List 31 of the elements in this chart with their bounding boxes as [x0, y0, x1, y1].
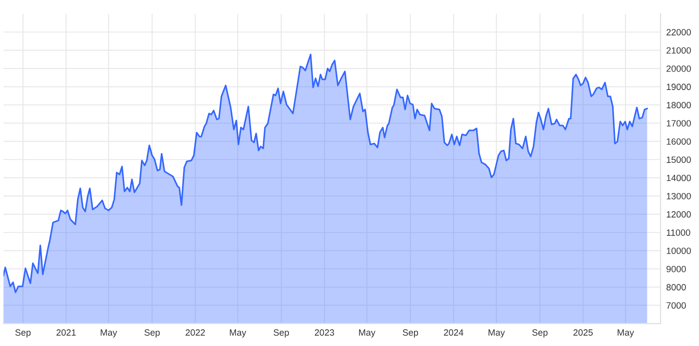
y-tick-label: 17000: [666, 120, 691, 126]
y-tick-label: 11000: [666, 229, 690, 236]
x-tick-label: Sep: [144, 329, 160, 338]
x-tick-label: Sep: [274, 329, 289, 338]
x-tick-label: 2024: [444, 329, 464, 336]
y-tick-label: 13000: [666, 192, 691, 200]
x-tick-label: May: [618, 329, 634, 338]
y-tick-label: 20000: [666, 65, 691, 72]
y-tick-label: 19000: [666, 84, 691, 90]
x-tick-label: Sep: [15, 329, 31, 338]
y-tick-label: 9000: [666, 266, 686, 272]
x-tick-label: Sep: [532, 329, 548, 338]
x-tick-label: May: [100, 329, 118, 338]
x-tick-label: 2021: [56, 329, 76, 336]
x-tick-label: May: [359, 329, 376, 338]
x-tick-label: Sep: [402, 329, 418, 338]
y-tick-label: 7000: [666, 302, 686, 309]
y-tick-label: 22000: [666, 29, 691, 36]
x-tick-label: 2023: [314, 329, 334, 336]
y-tick-label: 18000: [666, 102, 691, 108]
x-tick-label: 2025: [573, 329, 593, 336]
x-tick-label: May: [230, 329, 246, 338]
y-tick-label: 10000: [666, 248, 691, 254]
y-tick-label: 8000: [666, 284, 686, 290]
x-tick-label: May: [488, 329, 505, 338]
y-tick-label: 21000: [666, 47, 691, 54]
y-tick-label: 12000: [666, 211, 691, 218]
y-tick-label: 14000: [666, 174, 691, 182]
x-tick-label: 2022: [186, 329, 205, 336]
y-tick-label: 16000: [666, 138, 691, 145]
y-tick-label: 15000: [666, 156, 691, 163]
